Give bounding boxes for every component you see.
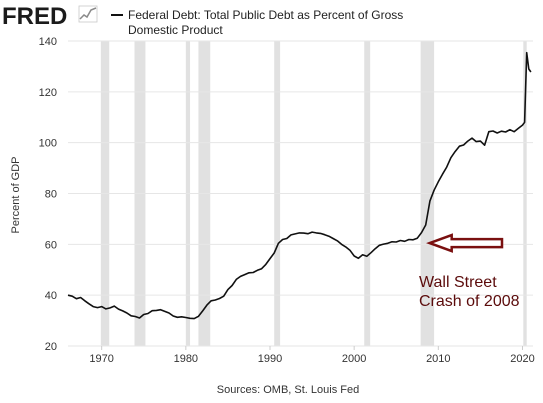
x-tick-label: 1990 <box>258 353 282 365</box>
y-axis-ticks: 20 40 60 80 100 120 140 <box>39 36 57 353</box>
y-tick-label: 20 <box>45 341 57 353</box>
source-note: Sources: OMB, St. Louis Fed <box>217 384 359 396</box>
fred-logo: FRED <box>2 3 98 30</box>
x-tick-label: 2010 <box>426 353 450 365</box>
y-tick-label: 40 <box>45 290 57 302</box>
y-tick-label: 120 <box>39 87 57 99</box>
x-tick-label: 1980 <box>174 353 198 365</box>
y-axis-title: Percent of GDP <box>10 156 22 233</box>
x-axis-ticks: 1970 1980 1990 2000 2010 2020 <box>89 346 535 365</box>
x-tick-label: 1970 <box>89 353 113 365</box>
legend-label-line-2: Domestic Product <box>128 23 223 37</box>
sparkline-icon <box>78 5 98 23</box>
legend-label-line-1: Federal Debt: Total Public Debt as Perce… <box>128 8 403 22</box>
annotation-label-line-1: Wall Street <box>419 274 497 291</box>
annotation: Wall Street Crash of 2008 <box>419 233 520 310</box>
series-line <box>67 51 532 320</box>
fred-logo-text: FRED <box>2 3 67 30</box>
legend: Federal Debt: Total Public Debt as Perce… <box>111 8 403 37</box>
y-tick-label: 140 <box>39 36 57 48</box>
annotation-arrow <box>426 233 504 253</box>
annotation-label-line-2: Crash of 2008 <box>419 293 520 310</box>
y-tick-label: 60 <box>45 239 57 251</box>
gridlines <box>68 40 533 347</box>
y-tick-label: 100 <box>39 138 57 150</box>
series-layer <box>67 51 532 320</box>
x-tick-label: 2000 <box>342 353 366 365</box>
y-tick-label: 80 <box>45 189 57 201</box>
x-tick-label: 2020 <box>510 353 534 365</box>
